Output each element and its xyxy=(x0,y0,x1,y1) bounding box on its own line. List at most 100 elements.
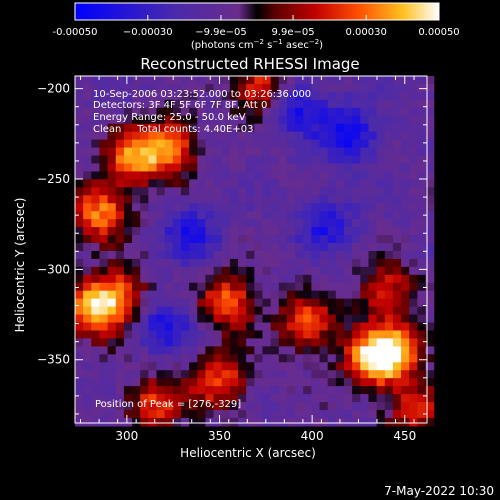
heatmap-cell xyxy=(311,362,321,371)
heatmap-cell xyxy=(368,290,378,300)
heatmap-cell xyxy=(229,219,239,228)
heatmap-cell xyxy=(221,330,231,340)
heatmap-cell xyxy=(99,282,109,292)
heatmap-cell xyxy=(213,155,223,165)
heatmap-cell xyxy=(335,266,345,276)
heatmap-cell xyxy=(392,227,402,236)
heatmap-cell xyxy=(352,76,361,85)
heatmap-cell xyxy=(172,322,182,332)
heatmap-cell xyxy=(83,386,92,395)
heatmap-cell xyxy=(262,235,272,244)
heatmap-cell xyxy=(246,115,255,125)
heatmap-cell xyxy=(368,147,378,157)
heatmap-cell xyxy=(172,242,182,252)
heatmap-cell xyxy=(229,171,239,180)
heatmap-cell xyxy=(91,282,101,292)
heatmap-cell xyxy=(180,139,190,149)
heatmap-cell xyxy=(286,211,296,220)
heatmap-cell xyxy=(213,235,223,244)
heatmap-cell xyxy=(319,242,329,252)
heatmap-cell xyxy=(140,123,149,133)
heatmap-cell xyxy=(360,115,370,125)
heatmap-cell xyxy=(99,250,109,260)
heatmap-cell xyxy=(148,394,158,403)
heatmap-cell xyxy=(75,179,84,188)
heatmap-cell xyxy=(368,354,378,363)
heatmap-cell xyxy=(401,282,410,292)
heatmap-cell xyxy=(319,115,329,125)
heatmap-cell xyxy=(417,402,427,411)
heatmap-cell xyxy=(189,99,198,109)
heatmap-cell xyxy=(368,298,378,308)
heatmap-cell xyxy=(246,107,255,117)
heatmap-cell xyxy=(238,147,247,157)
heatmap-cell xyxy=(425,314,435,324)
heatmap-cell xyxy=(91,99,101,109)
heatmap-cell xyxy=(319,354,329,363)
heatmap-cell xyxy=(123,314,133,324)
heatmap-cell xyxy=(238,123,247,133)
heatmap-cell xyxy=(189,195,198,204)
heatmap-cell xyxy=(303,394,312,403)
heatmap-cell xyxy=(417,155,427,165)
heatmap-cell xyxy=(197,227,207,236)
heatmap-cell xyxy=(311,139,321,149)
heatmap-cell xyxy=(360,235,370,244)
heatmap-cell xyxy=(91,107,101,117)
heatmap-cell xyxy=(360,179,370,188)
heatmap-cell xyxy=(254,362,264,371)
heatmap-cell xyxy=(156,227,166,236)
heatmap-cell xyxy=(327,203,337,212)
heatmap-cell xyxy=(376,203,386,212)
heatmap-cell xyxy=(99,394,109,403)
heatmap-cell xyxy=(148,346,158,355)
heatmap-cell xyxy=(172,147,182,157)
heatmap-cell xyxy=(132,171,141,180)
heatmap-cell xyxy=(368,115,378,125)
heatmap-cell xyxy=(360,402,370,411)
heatmap-cell xyxy=(344,219,353,228)
heatmap-cell xyxy=(83,370,92,379)
heatmap-cell xyxy=(91,402,101,411)
heatmap-cell xyxy=(425,386,435,395)
heatmap-cell xyxy=(286,394,296,403)
heatmap-cell xyxy=(148,378,158,387)
heatmap-cell xyxy=(319,370,329,379)
heatmap-cell xyxy=(425,282,435,292)
heatmap-cell xyxy=(148,250,158,260)
heatmap-cell xyxy=(238,290,247,300)
heatmap-cell xyxy=(254,282,264,292)
heatmap-cell xyxy=(205,362,215,371)
heatmap-cell xyxy=(205,242,215,252)
heatmap-cell xyxy=(107,338,117,347)
heatmap-cell xyxy=(132,219,141,228)
heatmap-cell xyxy=(254,306,264,316)
heatmap-cell xyxy=(254,409,264,419)
heatmap-cell xyxy=(384,83,394,93)
heatmap-cell xyxy=(189,290,198,300)
heatmap-cell xyxy=(172,330,182,340)
heatmap-cell xyxy=(238,131,247,141)
heatmap-cell xyxy=(286,83,296,93)
heatmap-cell xyxy=(164,314,174,324)
heatmap-cell xyxy=(286,266,296,276)
heatmap-cell xyxy=(75,258,84,268)
heatmap-cell xyxy=(123,258,133,268)
heatmap-cell xyxy=(205,131,215,141)
heatmap-cell xyxy=(213,171,223,180)
heatmap-cell xyxy=(205,187,215,196)
heatmap-cell xyxy=(140,187,149,196)
heatmap-cell xyxy=(376,91,386,101)
heatmap-cell xyxy=(335,219,345,228)
heatmap-cell xyxy=(311,211,321,220)
heatmap-cell xyxy=(75,290,84,300)
heatmap-cell xyxy=(376,163,386,173)
heatmap-cell xyxy=(392,354,402,363)
heatmap-cell xyxy=(132,330,141,340)
heatmap-cell xyxy=(164,123,174,133)
heatmap-cell xyxy=(180,76,190,85)
heatmap-cell xyxy=(164,298,174,308)
heatmap-cell xyxy=(75,242,84,252)
heatmap-cell xyxy=(189,219,198,228)
heatmap-cell xyxy=(164,378,174,387)
